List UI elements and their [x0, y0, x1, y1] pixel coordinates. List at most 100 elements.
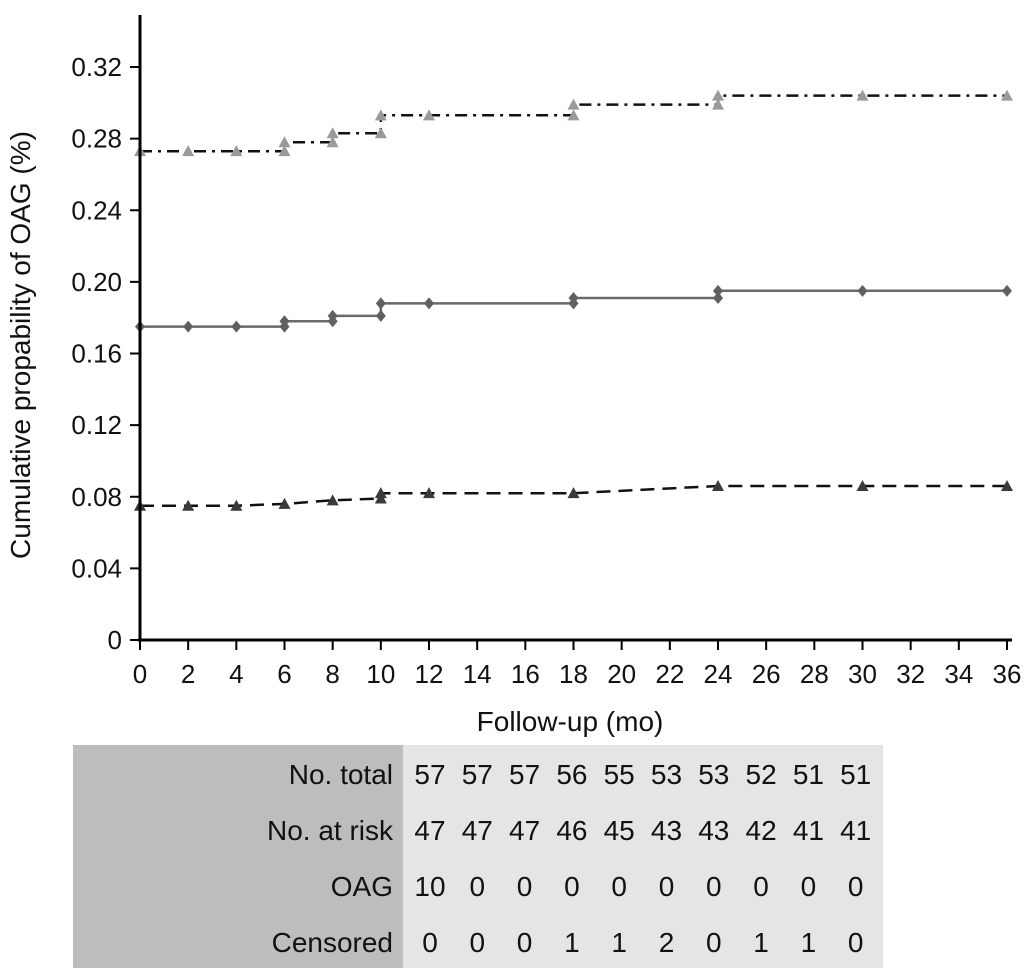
- x-tick-label: 30: [848, 659, 877, 689]
- risk-table-row: No. total 57 57 57 56 55 53 53 52 51 51: [73, 747, 883, 803]
- risk-table-cell: 56: [556, 759, 588, 790]
- y-axis-ticks: 0 0.04 0.08 0.12 0.16 0.20 0.24 0.28 0.32: [71, 52, 140, 655]
- x-tick-label: 16: [511, 659, 540, 689]
- risk-table-cell: 43: [650, 815, 683, 846]
- series-point: [230, 499, 243, 511]
- series-point: [567, 487, 580, 499]
- series-point: [230, 145, 243, 157]
- series-point: [374, 109, 387, 121]
- series-point: [713, 284, 723, 297]
- series-point: [1001, 480, 1013, 492]
- x-axis-ticks: 0 2 4 6 8 10 12 14 16 18 20 22 24 26 28 30 32 34 36: [133, 640, 1022, 689]
- series-point: [712, 98, 724, 110]
- risk-table-cell: 10: [414, 871, 446, 902]
- risk-table-label-column: [73, 745, 403, 968]
- risk-table-cell: 1: [753, 927, 769, 958]
- x-tick-label: 20: [607, 659, 636, 689]
- risk-table-cell: 0: [516, 927, 533, 958]
- x-tick-label: 0: [133, 659, 147, 689]
- series-point: [327, 309, 338, 322]
- x-tick-label: 14: [463, 659, 492, 689]
- series-point: [374, 127, 387, 139]
- series-layer: [134, 89, 1013, 511]
- risk-table-cell: 53: [650, 759, 683, 790]
- series-point: [423, 487, 435, 499]
- risk-table-cell: 0: [469, 871, 486, 902]
- series-point: [326, 136, 339, 148]
- risk-table-cell: 1: [800, 927, 817, 958]
- x-tick-label: 8: [325, 659, 339, 689]
- risk-table-row-label: No. total: [288, 759, 393, 790]
- x-tick-label: 36: [993, 659, 1022, 689]
- y-tick-label: 0.20: [71, 267, 122, 297]
- x-tick-label: 6: [277, 659, 291, 689]
- risk-table-cell: 41: [792, 815, 824, 846]
- x-tick-label: 12: [415, 659, 444, 689]
- risk-table-row-label: OAG: [330, 871, 393, 902]
- risk-table-cell: 41: [840, 815, 872, 846]
- series-point: [278, 145, 291, 157]
- y-tick-label: 0.32: [71, 52, 122, 82]
- risk-table-cell: 57: [461, 759, 493, 790]
- x-tick-label: 18: [559, 659, 588, 689]
- risk-table-cell: 0: [847, 927, 864, 958]
- risk-table-cell: 0: [469, 927, 486, 958]
- series-point: [279, 315, 290, 328]
- risk-table-cell: 2: [658, 927, 675, 958]
- x-tick-label: 34: [944, 659, 973, 689]
- series-point: [231, 320, 242, 333]
- y-tick-label: 0.08: [71, 482, 122, 512]
- series-point: [278, 497, 291, 509]
- risk-table-cell: 51: [840, 759, 872, 790]
- risk-table-row-label: No. at risk: [266, 815, 393, 846]
- x-tick-label: 4: [229, 659, 243, 689]
- risk-table-cell: 0: [422, 927, 438, 958]
- y-tick-label: 0.16: [71, 339, 122, 369]
- risk-table-cell: 47: [509, 815, 541, 846]
- risk-table-cell: 0: [753, 871, 769, 902]
- series-point: [856, 480, 869, 492]
- series-point: [182, 145, 195, 157]
- x-tick-label: 32: [896, 659, 925, 689]
- series-point: [375, 309, 386, 322]
- series-point: [567, 98, 580, 110]
- series-point: [278, 136, 291, 148]
- series-point: [567, 109, 580, 121]
- y-tick-label: 0: [108, 625, 122, 655]
- y-axis-title: Cumulative propability of OAG (%): [5, 131, 36, 559]
- y-tick-label: 0.28: [71, 124, 122, 154]
- risk-table: No. total 57 57 57 56 55 53 53 52 51 51 No. at risk…: [73, 745, 883, 968]
- risk-table-row: Censored 0 0 0 1 1 2 0 1 1 0: [73, 915, 883, 971]
- series-point: [183, 320, 194, 333]
- risk-table-cell: 57: [414, 759, 446, 790]
- risk-table-cell: 45: [603, 815, 635, 846]
- x-tick-label: 26: [752, 659, 781, 689]
- risk-table-cell: 47: [461, 815, 493, 846]
- series-point: [375, 297, 386, 310]
- x-tick-label: 24: [704, 659, 733, 689]
- risk-table-cell: 42: [745, 815, 777, 846]
- x-tick-label: 2: [181, 659, 195, 689]
- risk-table-cell: 0: [847, 871, 864, 902]
- x-tick-label: 28: [800, 659, 829, 689]
- y-tick-label: 0.04: [71, 553, 122, 583]
- risk-table-cell: 0: [516, 871, 533, 902]
- series-point: [326, 494, 339, 506]
- series-point: [1001, 89, 1013, 101]
- series-point: [182, 499, 195, 511]
- series-point: [856, 89, 869, 101]
- series-point: [423, 109, 435, 121]
- risk-table-cell: 47: [414, 815, 446, 846]
- series-point: [712, 480, 724, 492]
- risk-table-cell: 0: [706, 871, 722, 902]
- series-point: [374, 487, 387, 499]
- risk-table-cell: 57: [509, 759, 541, 790]
- risk-table-value-area: [403, 745, 883, 968]
- series-point: [1002, 284, 1012, 297]
- series-point: [568, 291, 579, 304]
- risk-table-cell: 1: [611, 927, 627, 958]
- y-tick-label: 0.12: [71, 410, 122, 440]
- risk-table-cell: 0: [658, 871, 675, 902]
- x-tick-label: 22: [655, 659, 684, 689]
